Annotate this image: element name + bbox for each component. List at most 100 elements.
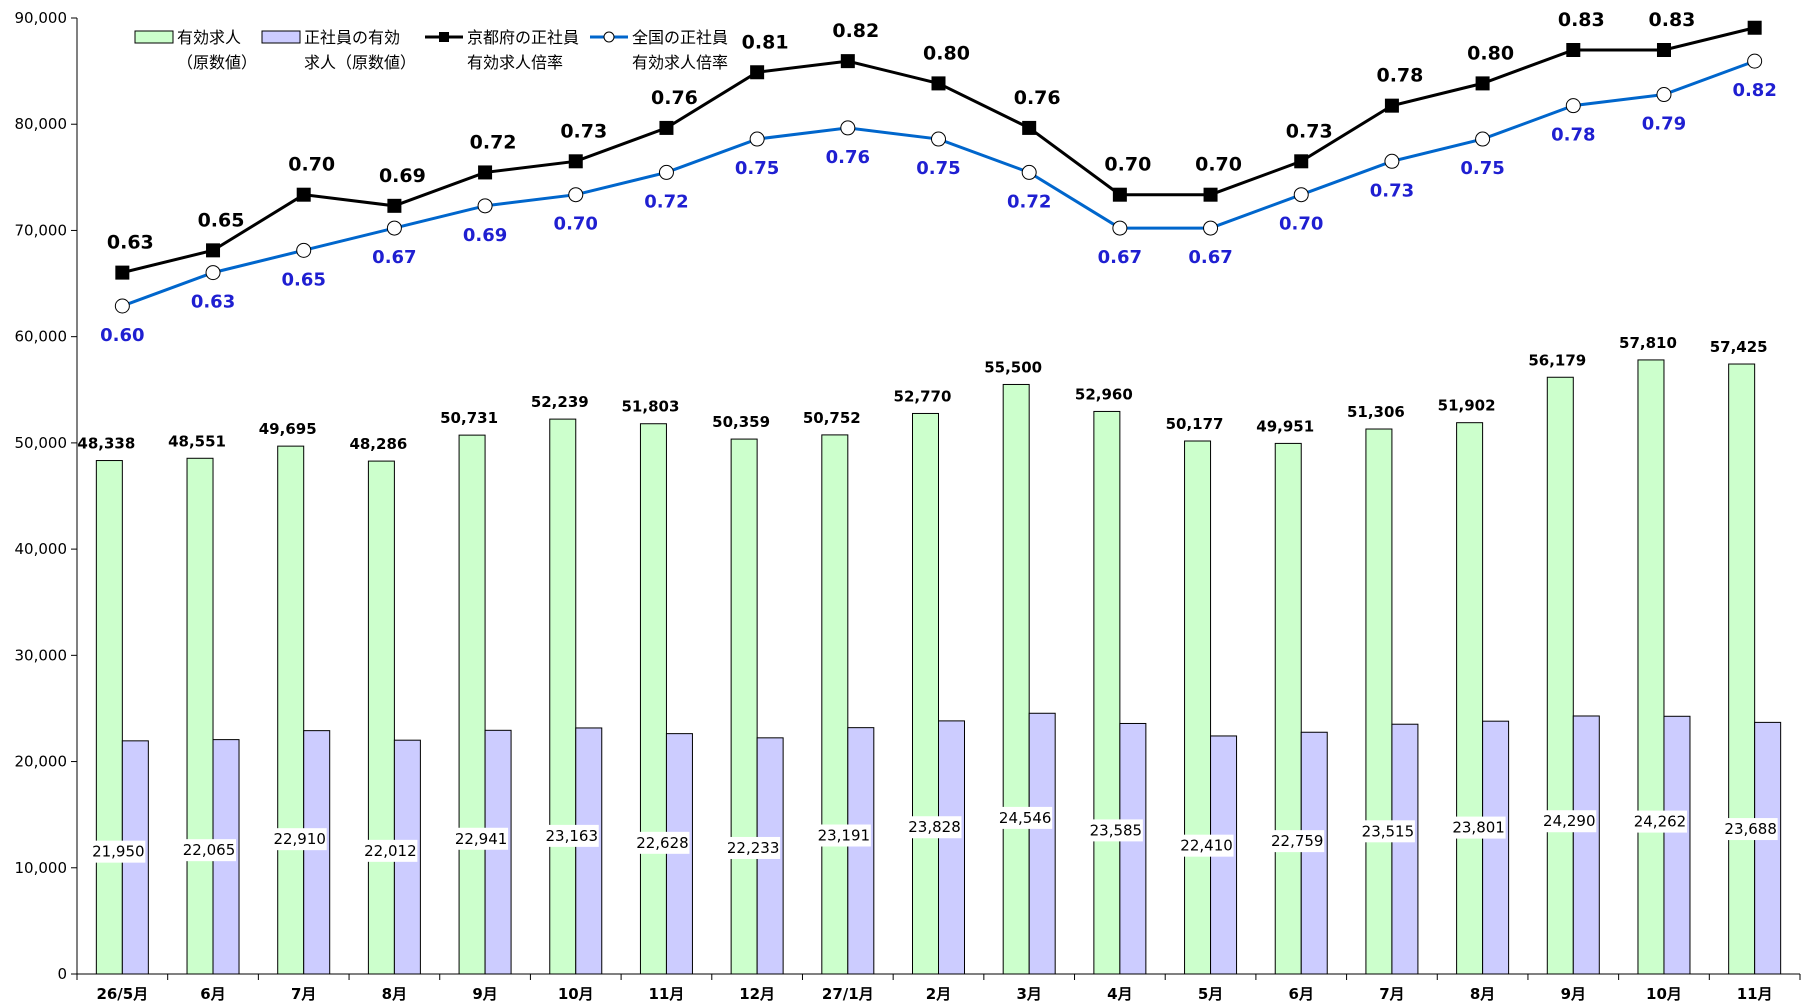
bar-fulltime-label-bg xyxy=(272,828,327,851)
bar-total-openings xyxy=(1002,383,1030,975)
national-ratio-label: 0.76 xyxy=(826,147,870,168)
kyoto-ratio-point xyxy=(115,265,130,280)
bar-fulltime-openings-label: 22,910 xyxy=(273,830,326,848)
legend-swatch xyxy=(261,30,301,44)
bar-fulltime-label-bg xyxy=(1088,819,1143,842)
kyoto-ratio-label: 0.70 xyxy=(288,154,335,176)
bar-fulltime-openings-label: 23,163 xyxy=(546,827,599,845)
bar-fulltime-openings-label: 22,012 xyxy=(364,842,417,860)
bar-total-openings xyxy=(186,457,214,975)
x-tick-label: 7月 xyxy=(1379,985,1404,1003)
bar-total-openings-label: 51,803 xyxy=(622,398,680,416)
national-ratio-label: 0.70 xyxy=(554,214,598,235)
bar-total-openings xyxy=(1274,442,1302,975)
bar-total-openings-label: 49,951 xyxy=(1256,417,1314,435)
kyoto-ratio-point xyxy=(1112,187,1127,202)
bar-fulltime-openings-label: 23,688 xyxy=(1724,820,1777,838)
bar-fulltime-label-bg xyxy=(1542,810,1597,833)
kyoto-ratio-label: 0.83 xyxy=(1649,9,1696,31)
kyoto-ratio-point xyxy=(931,76,946,91)
kyoto-ratio-point xyxy=(750,65,765,80)
kyoto-ratio-label: 0.65 xyxy=(198,209,245,231)
y-tick-label: 0 xyxy=(57,965,67,983)
y-tick-label: 90,000 xyxy=(15,9,68,27)
kyoto-ratio-point xyxy=(1566,43,1581,57)
national-ratio-label: 0.75 xyxy=(916,158,960,179)
bar-total-openings-label: 57,810 xyxy=(1619,334,1677,352)
bar-fulltime-openings xyxy=(1572,715,1600,975)
bar-total-openings xyxy=(1365,428,1393,975)
bar-fulltime-label-bg xyxy=(544,824,599,847)
bar-fulltime-openings xyxy=(575,727,603,975)
bar-fulltime-openings-label: 23,828 xyxy=(908,818,961,836)
x-tick-label: 27/1月 xyxy=(822,985,874,1003)
bar-total-openings xyxy=(367,460,395,975)
bar-fulltime-label-bg xyxy=(998,806,1053,829)
kyoto-ratio-label: 0.78 xyxy=(1376,65,1423,87)
kyoto-ratio-point xyxy=(1203,187,1218,202)
bar-fulltime-openings-label: 22,410 xyxy=(1180,837,1233,855)
bar-total-openings xyxy=(277,445,305,975)
legend-label-line2: 有効求人倍率 xyxy=(467,53,563,72)
x-tick-label: 9月 xyxy=(472,985,497,1003)
bar-fulltime-label-bg xyxy=(726,836,781,859)
bar-fulltime-label-bg xyxy=(363,839,418,862)
kyoto-ratio-label: 0.73 xyxy=(560,120,607,142)
legend-label-line1: 有効求人 xyxy=(177,28,241,47)
bar-fulltime-label-bg xyxy=(635,831,690,854)
kyoto-ratio-point xyxy=(1747,20,1762,35)
kyoto-ratio-point xyxy=(296,187,311,202)
national-ratio-label: 0.65 xyxy=(281,269,325,290)
x-tick-label: 7月 xyxy=(291,985,316,1003)
bar-fulltime-openings-label: 22,628 xyxy=(636,834,689,852)
bar-fulltime-openings-label: 24,290 xyxy=(1543,812,1596,830)
kyoto-ratio-point xyxy=(659,120,674,135)
bar-fulltime-label-bg xyxy=(182,839,237,862)
kyoto-ratio-point xyxy=(840,54,855,69)
national-ratio-point xyxy=(568,187,584,203)
bars-layer xyxy=(95,359,1782,975)
y-tick-label: 60,000 xyxy=(15,328,68,346)
bar-total-openings-label: 49,695 xyxy=(259,420,317,438)
x-tick-label: 9月 xyxy=(1561,985,1586,1003)
bar-fulltime-label-bg xyxy=(1723,818,1778,841)
kyoto-ratio-point xyxy=(1022,120,1037,135)
national-ratio-point xyxy=(931,131,946,147)
bar-total-openings-label: 57,425 xyxy=(1710,338,1768,356)
y-tick-label: 10,000 xyxy=(15,859,68,877)
bar-fulltime-openings-label: 22,941 xyxy=(455,830,508,848)
y-tick-label: 20,000 xyxy=(15,753,68,771)
national-ratio-label: 0.70 xyxy=(1279,214,1323,235)
bar-total-openings-label: 51,306 xyxy=(1347,403,1405,421)
bar-total-openings-label: 55,500 xyxy=(984,358,1042,376)
x-tick-label: 6月 xyxy=(200,985,225,1003)
national-ratio-label: 0.73 xyxy=(1370,180,1414,201)
bar-fulltime-openings xyxy=(1119,722,1147,975)
bar-total-openings xyxy=(821,434,849,975)
bar-total-openings-label: 50,359 xyxy=(712,413,770,431)
bar-fulltime-openings xyxy=(1391,723,1419,975)
kyoto-ratio-label: 0.80 xyxy=(923,42,970,64)
x-tick-label: 12月 xyxy=(739,985,775,1003)
national-ratio-point xyxy=(749,131,765,147)
y-tick-label: 70,000 xyxy=(15,221,68,239)
y-tick-label: 80,000 xyxy=(15,115,68,133)
bar-fulltime-openings xyxy=(1300,731,1328,975)
x-tick-label: 8月 xyxy=(1470,985,1495,1003)
bar-fulltime-openings-label: 22,759 xyxy=(1271,832,1324,850)
x-tick-label: 11月 xyxy=(649,985,685,1003)
bar-total-openings xyxy=(458,434,486,975)
bar-fulltime-label-bg xyxy=(1451,816,1506,839)
national-ratio-point xyxy=(1112,220,1128,236)
bar-fulltime-label-bg xyxy=(91,840,146,863)
national-ratio-label: 0.75 xyxy=(735,158,779,179)
bar-fulltime-label-bg xyxy=(1179,834,1234,857)
kyoto-ratio-label: 0.70 xyxy=(1104,154,1151,176)
kyoto-ratio-point xyxy=(1656,43,1671,57)
x-tick-label: 10月 xyxy=(558,985,594,1003)
bar-total-openings-label: 48,286 xyxy=(349,435,407,453)
bar-fulltime-openings xyxy=(847,727,875,975)
bar-total-openings-label: 48,551 xyxy=(168,432,226,450)
bar-fulltime-label-bg xyxy=(1632,810,1687,833)
